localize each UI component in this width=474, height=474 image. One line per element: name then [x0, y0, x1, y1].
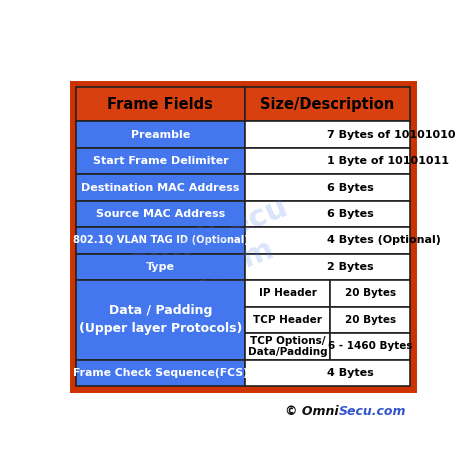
- Text: 20 Bytes: 20 Bytes: [345, 288, 396, 299]
- Bar: [76, 87, 245, 121]
- Bar: [245, 148, 410, 174]
- Bar: [245, 333, 330, 360]
- Text: TCP Options/
Data/Padding: TCP Options/ Data/Padding: [248, 336, 328, 357]
- Text: 6 Bytes: 6 Bytes: [327, 209, 374, 219]
- Text: Destination MAC Address: Destination MAC Address: [81, 182, 239, 192]
- Text: 1 Byte of 10101011: 1 Byte of 10101011: [327, 156, 449, 166]
- Text: Source MAC Address: Source MAC Address: [96, 209, 225, 219]
- Bar: [245, 174, 410, 201]
- Text: Type: Type: [146, 262, 175, 272]
- Text: Data / Padding
(Upper layer Protocols): Data / Padding (Upper layer Protocols): [79, 304, 242, 336]
- Text: 2 Bytes: 2 Bytes: [327, 262, 374, 272]
- Text: 4 Bytes (Optional): 4 Bytes (Optional): [327, 236, 441, 246]
- Bar: [245, 307, 330, 333]
- Text: Frame Fields: Frame Fields: [108, 97, 213, 112]
- Bar: [245, 201, 410, 227]
- Bar: [76, 254, 245, 280]
- Bar: [76, 148, 245, 174]
- Text: © Omni: © Omni: [285, 405, 338, 418]
- Bar: [76, 121, 245, 148]
- Text: Secu.com: Secu.com: [338, 405, 406, 418]
- Text: IP Header: IP Header: [259, 288, 317, 299]
- Bar: [245, 280, 330, 307]
- Bar: [245, 87, 410, 121]
- Bar: [76, 201, 245, 227]
- Text: TCP Header: TCP Header: [253, 315, 322, 325]
- Text: Start Frame Delimiter: Start Frame Delimiter: [92, 156, 228, 166]
- Text: Frame Check Sequence(FCS): Frame Check Sequence(FCS): [73, 368, 248, 378]
- Text: OmniSecu
   .com: OmniSecu .com: [122, 193, 305, 315]
- Text: 6 Bytes: 6 Bytes: [327, 182, 374, 192]
- Bar: [76, 174, 245, 201]
- Text: 7 Bytes of 10101010: 7 Bytes of 10101010: [327, 129, 456, 139]
- Bar: [330, 333, 410, 360]
- Bar: [76, 280, 245, 360]
- Text: Preamble: Preamble: [131, 129, 190, 139]
- Bar: [330, 307, 410, 333]
- Bar: [245, 254, 410, 280]
- Bar: [330, 280, 410, 307]
- Bar: [73, 84, 413, 389]
- Bar: [245, 227, 410, 254]
- Text: 20 Bytes: 20 Bytes: [345, 315, 396, 325]
- Text: 6 - 1460 Bytes: 6 - 1460 Bytes: [328, 341, 412, 351]
- Bar: [76, 360, 245, 386]
- Text: 802.1Q VLAN TAG ID (Optional): 802.1Q VLAN TAG ID (Optional): [73, 236, 248, 246]
- Bar: [245, 121, 410, 148]
- Text: 4 Bytes: 4 Bytes: [327, 368, 374, 378]
- Bar: [245, 360, 410, 386]
- Bar: [76, 87, 410, 386]
- Bar: [76, 227, 245, 254]
- Text: Size/Description: Size/Description: [260, 97, 394, 112]
